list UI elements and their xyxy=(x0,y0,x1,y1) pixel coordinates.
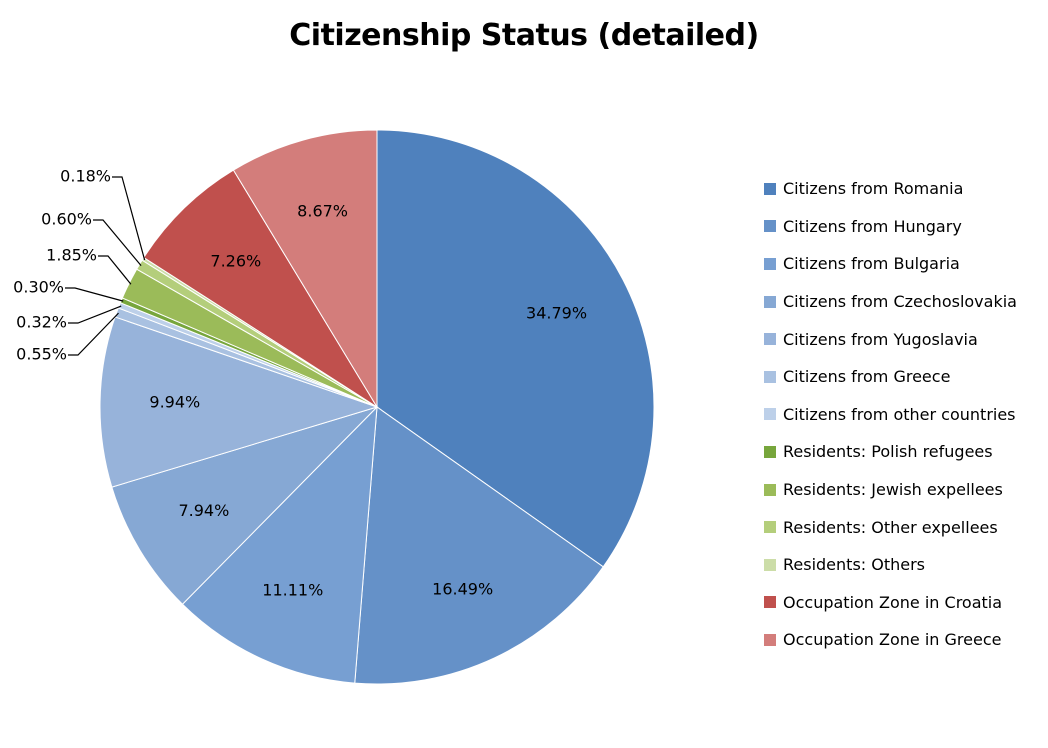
legend-label: Residents: Jewish expellees xyxy=(783,480,1003,500)
legend-swatch xyxy=(764,596,776,609)
data-label-citizens-from-yugoslavia: 9.94% xyxy=(149,393,200,412)
pie-slice-citizens-from-romania xyxy=(376,129,655,568)
legend-label: Citizens from other countries xyxy=(783,404,1016,424)
legend-swatch xyxy=(764,182,776,195)
legend-swatch xyxy=(764,333,776,346)
pie-slice-citizens-from-yugoslavia xyxy=(99,316,379,488)
legend: Citizens from Romania Citizens from Hunga… xyxy=(764,170,1017,659)
legend-label: Citizens from Yugoslavia xyxy=(783,329,978,349)
data-label-citizens-from-hungary: 16.49% xyxy=(432,580,493,599)
legend-swatch xyxy=(764,521,776,534)
legend-item-citizens-from-yugoslavia: Citizens from Yugoslavia xyxy=(764,320,1017,358)
leader-line-residents-polish-refugees xyxy=(65,287,124,302)
legend-item-citizens-from-greece: Citizens from Greece xyxy=(764,358,1017,396)
legend-swatch xyxy=(764,483,776,496)
legend-label: Citizens from Czechoslovakia xyxy=(783,292,1017,312)
data-label-citizens-from-bulgaria: 11.11% xyxy=(262,580,323,599)
data-label-residents-others: 0.18% xyxy=(60,167,111,186)
data-label-residents-other-expellees: 0.60% xyxy=(41,210,92,229)
legend-label: Residents: Polish refugees xyxy=(783,442,993,462)
legend-item-residents-jewish-expellees: Residents: Jewish expellees xyxy=(764,471,1017,509)
legend-swatch xyxy=(764,558,776,571)
data-label-residents-jewish-expellees: 1.85% xyxy=(46,246,97,265)
data-label-citizens-from-other-countries: 0.32% xyxy=(16,313,67,332)
legend-item-residents-polish-refugees: Residents: Polish refugees xyxy=(764,433,1017,471)
leader-line-residents-jewish-expellees xyxy=(98,255,132,285)
leader-line-citizens-from-greece xyxy=(68,312,119,356)
data-label-citizens-from-romania: 34.79% xyxy=(526,304,587,323)
leader-line-residents-other-expellees xyxy=(93,219,142,267)
data-label-citizens-from-czechoslovakia: 7.94% xyxy=(178,501,229,520)
leader-line-residents-others xyxy=(112,176,146,261)
data-label-citizens-from-greece: 0.55% xyxy=(16,345,67,364)
pie-slice-citizens-from-czechoslovakia xyxy=(111,406,378,605)
legend-label: Citizens from Greece xyxy=(783,367,951,387)
chart-title: Citizenship Status (detailed) xyxy=(289,18,759,53)
legend-label: Occupation Zone in Croatia xyxy=(783,592,1003,612)
pie-slice-citizens-from-bulgaria xyxy=(181,405,378,684)
pie-slice-occupation-zone-in-croatia xyxy=(143,169,378,408)
legend-label: Citizens from Hungary xyxy=(783,216,962,236)
legend-label: Occupation Zone in Greece xyxy=(783,630,1002,650)
pie-slice-occupation-zone-in-greece xyxy=(232,129,378,409)
legend-item-residents-other-expellees: Residents: Other expellees xyxy=(764,508,1017,546)
legend-label: Residents: Other expellees xyxy=(783,517,998,537)
legend-item-citizens-from-other-countries: Citizens from other countries xyxy=(764,396,1017,434)
legend-label: Citizens from Romania xyxy=(783,179,964,199)
legend-swatch xyxy=(764,257,776,270)
data-label-residents-polish-refugees: 0.30% xyxy=(13,278,64,297)
legend-swatch xyxy=(764,408,776,421)
pie-slice-citizens-from-hungary xyxy=(354,406,604,685)
legend-item-citizens-from-hungary: Citizens from Hungary xyxy=(764,208,1017,246)
data-label-occupation-zone-in-greece: 8.67% xyxy=(297,202,348,221)
legend-item-citizens-from-romania: Citizens from Romania xyxy=(764,170,1017,208)
legend-swatch xyxy=(764,633,776,646)
legend-label: Residents: Others xyxy=(783,555,926,575)
legend-item-occupation-zone-in-greece: Occupation Zone in Greece xyxy=(764,621,1017,659)
leader-line-citizens-from-other-countries xyxy=(68,305,122,324)
legend-swatch xyxy=(764,220,776,233)
legend-swatch xyxy=(764,445,776,458)
legend-swatch xyxy=(764,370,776,383)
legend-label: Citizens from Bulgaria xyxy=(783,254,960,274)
legend-item-citizens-from-czechoslovakia: Citizens from Czechoslovakia xyxy=(764,283,1017,321)
legend-item-occupation-zone-in-croatia: Occupation Zone in Croatia xyxy=(764,584,1017,622)
data-label-occupation-zone-in-croatia: 7.26% xyxy=(210,252,261,271)
legend-swatch xyxy=(764,295,776,308)
legend-item-citizens-from-bulgaria: Citizens from Bulgaria xyxy=(764,245,1017,283)
legend-item-residents-others: Residents: Others xyxy=(764,546,1017,584)
